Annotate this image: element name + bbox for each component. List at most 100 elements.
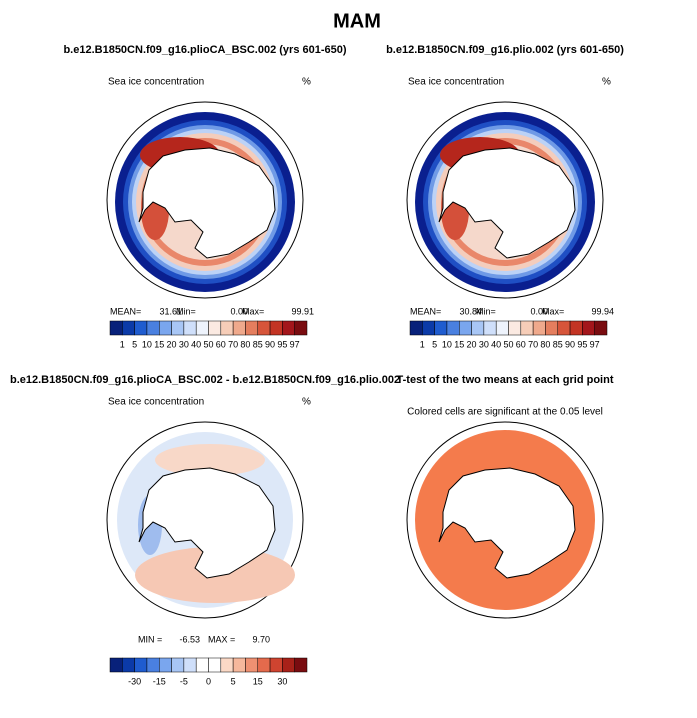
colorbar-box <box>294 320 308 336</box>
colorbar-box <box>471 320 485 336</box>
colorbar-box <box>159 320 172 336</box>
colorbar-label: 5 <box>432 339 437 349</box>
colorbar-label: 90 <box>265 339 275 349</box>
colorbar-box <box>257 320 271 336</box>
stat-label: Max= <box>542 306 564 316</box>
colorbar-box <box>208 657 222 673</box>
colorbar-label: 80 <box>540 339 550 349</box>
figure-title: MAM <box>333 10 381 32</box>
colorbar-label: 15 <box>253 676 263 686</box>
colorbar-box <box>282 657 295 673</box>
antarctica <box>438 467 576 579</box>
colorbar-label: 97 <box>590 339 600 349</box>
colorbar-label: -30 <box>128 676 141 686</box>
stat-value: 99.91 <box>291 306 314 316</box>
stat-label: Min= <box>476 306 496 316</box>
panel-title: b.e12.B1850CN.f09_g16.plioCA_BSC.002 (yr… <box>63 44 346 56</box>
colorbar-label: 20 <box>167 339 177 349</box>
colorbar-box <box>122 657 135 673</box>
colorbar-box <box>409 320 423 336</box>
stat-value: 0.00 <box>230 306 248 316</box>
colorbar-box <box>245 657 258 673</box>
colorbar-box <box>122 320 135 336</box>
colorbar-box <box>146 657 160 673</box>
colorbar-box <box>557 320 571 336</box>
antarctica <box>438 147 576 259</box>
colorbar-label: 15 <box>454 339 464 349</box>
stat-value: 99.94 <box>591 306 614 316</box>
colorbar-label: 85 <box>253 339 263 349</box>
colorbar-label: 70 <box>528 339 538 349</box>
colorbar-box <box>183 320 197 336</box>
colorbar-box <box>520 320 534 336</box>
colorbar-box <box>220 320 234 336</box>
colorbar-box <box>446 320 460 336</box>
colorbar-box <box>532 320 546 336</box>
colorbar-label: 15 <box>154 339 164 349</box>
stat-label: MAX = <box>208 634 235 644</box>
stat-value: 0.00 <box>530 306 548 316</box>
colorbar-label: 60 <box>216 339 226 349</box>
colorbar-box <box>134 657 148 673</box>
colorbar-label: -5 <box>180 676 188 686</box>
stat-label: MEAN= <box>410 306 441 316</box>
colorbar-box <box>159 657 172 673</box>
difference-positive <box>155 444 265 476</box>
colorbar-label: 40 <box>191 339 201 349</box>
colorbar-box <box>257 657 271 673</box>
colorbar-box <box>269 320 283 336</box>
colorbar-box <box>483 320 497 336</box>
colorbar-box <box>195 320 209 336</box>
colorbar-box <box>508 320 522 336</box>
colorbar-box <box>495 320 509 336</box>
panel-subtitle: Sea ice concentration <box>108 397 204 408</box>
antarctica <box>138 147 276 259</box>
colorbar-label: 30 <box>277 676 287 686</box>
colorbar-box <box>183 657 197 673</box>
stat-value: -6.53 <box>179 634 200 644</box>
units-label: % <box>302 397 311 408</box>
stat-label: Min= <box>176 306 196 316</box>
colorbar-label: 90 <box>565 339 575 349</box>
colorbar-label: 80 <box>240 339 250 349</box>
stat-value: 9.70 <box>252 634 270 644</box>
panel-subtitle: Sea ice concentration <box>108 77 204 88</box>
colorbar-label: 50 <box>203 339 213 349</box>
colorbar-box <box>245 320 258 336</box>
colorbar-label: 70 <box>228 339 238 349</box>
panel-title: b.e12.B1850CN.f09_g16.plioCA_BSC.002 - b… <box>10 374 400 386</box>
stat-value: 30.84 <box>459 306 482 316</box>
colorbar-box <box>434 320 448 336</box>
colorbar-box <box>171 657 185 673</box>
colorbar-label: 5 <box>132 339 137 349</box>
colorbar-label: 60 <box>516 339 526 349</box>
colorbar-label: 20 <box>467 339 477 349</box>
colorbar-label: 30 <box>179 339 189 349</box>
colorbar-label: 30 <box>479 339 489 349</box>
colorbar-box <box>208 320 222 336</box>
stat-label: Max= <box>242 306 264 316</box>
colorbar-label: 97 <box>290 339 300 349</box>
colorbar-box <box>146 320 160 336</box>
colorbar-box <box>195 657 209 673</box>
colorbar-box <box>582 320 595 336</box>
panel-subtitle: Sea ice concentration <box>408 77 504 88</box>
colorbar-box <box>171 320 185 336</box>
antarctica <box>138 467 276 579</box>
colorbar-label: 95 <box>277 339 287 349</box>
colorbar-box <box>569 320 583 336</box>
colorbar-box <box>134 320 148 336</box>
units-label: % <box>602 77 611 88</box>
colorbar-box <box>220 657 234 673</box>
colorbar-box <box>294 657 308 673</box>
colorbar-label: 0 <box>206 676 211 686</box>
panel-subtitle: Colored cells are significant at the 0.0… <box>407 407 603 418</box>
colorbar-box <box>232 657 246 673</box>
colorbar-box <box>594 320 608 336</box>
colorbar-box <box>459 320 472 336</box>
colorbar-label: 40 <box>491 339 501 349</box>
colorbar-box <box>422 320 435 336</box>
colorbar-label: 1 <box>420 339 425 349</box>
stat-value: 31.61 <box>159 306 182 316</box>
